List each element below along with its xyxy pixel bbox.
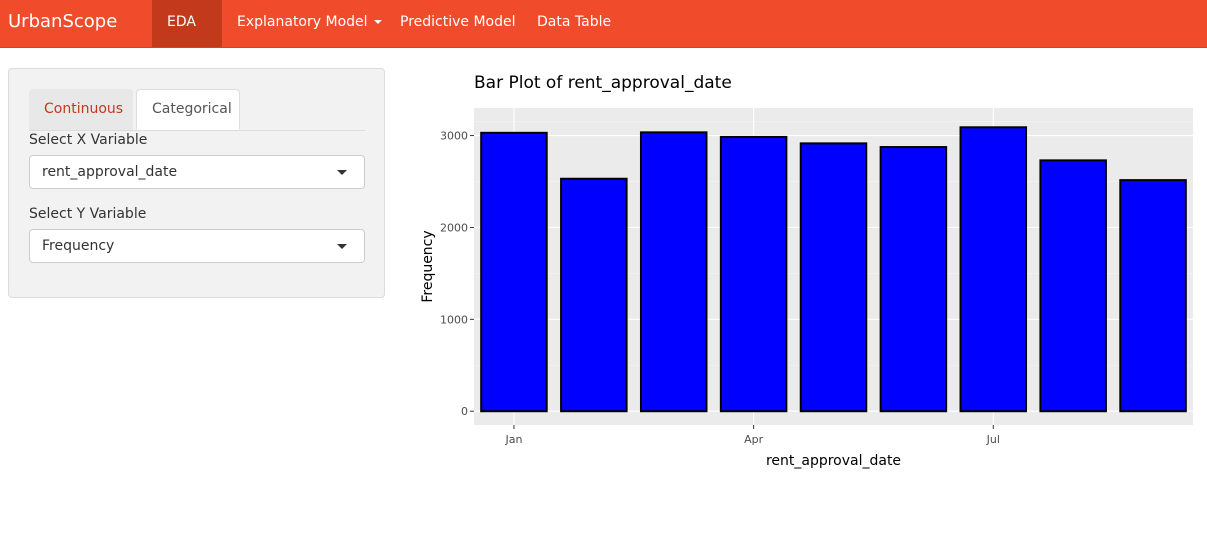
- bar: [639, 131, 708, 413]
- bar: [959, 126, 1028, 413]
- navbar: UrbanScope EDA Explanatory Model Predict…: [0, 0, 1207, 68]
- bar: [480, 131, 548, 413]
- nav-data-table[interactable]: Data Table: [522, 0, 626, 47]
- caret-down-icon: [373, 20, 382, 24]
- x-variable-select[interactable]: rent_approval_date: [29, 155, 365, 189]
- x-tick-label: Apr: [744, 433, 764, 446]
- x-variable-value: rent_approval_date: [42, 164, 178, 180]
- nav-data-table-label: Data Table: [537, 14, 612, 30]
- brand-title[interactable]: UrbanScope: [8, 11, 118, 32]
- x-variable-label: Select X Variable: [29, 132, 148, 148]
- tab-categorical[interactable]: Categorical: [136, 89, 240, 130]
- bars: [480, 126, 1187, 413]
- nav-explanatory-model-dropdown[interactable]: Explanatory Model: [222, 0, 397, 47]
- nav-predictive-model-label: Predictive Model: [400, 14, 516, 30]
- y-tick-label: 2000: [440, 221, 468, 234]
- chevron-down-icon: [337, 170, 347, 175]
- y-variable-value: Frequency: [42, 238, 115, 254]
- y-tick-label: 0: [461, 405, 468, 418]
- y-tick-label: 3000: [440, 130, 468, 143]
- bar: [1119, 179, 1187, 413]
- x-tick-label: Jan: [504, 433, 522, 446]
- sidebar-panel: Continuous Categorical Select X Variable…: [8, 68, 385, 298]
- y-axis-label: Frequency: [420, 230, 436, 302]
- nav-explanatory-model-label: Explanatory Model: [237, 14, 368, 30]
- bar: [560, 177, 628, 413]
- nav-eda-dropdown[interactable]: EDA: [152, 0, 222, 68]
- bar: [1039, 159, 1107, 413]
- x-tick-label: Jul: [986, 433, 1000, 446]
- nav-eda-label: EDA: [167, 14, 196, 30]
- chevron-down-icon: [337, 244, 347, 249]
- y-variable-label: Select Y Variable: [29, 206, 147, 222]
- caret-down-icon: [173, 64, 181, 68]
- nav-predictive-model[interactable]: Predictive Model: [385, 0, 531, 47]
- y-variable-select[interactable]: Frequency: [29, 229, 365, 263]
- x-axis-label: rent_approval_date: [766, 453, 901, 469]
- y-axis: 0 1000 2000 3000: [440, 130, 474, 418]
- bar: [719, 135, 788, 413]
- x-axis: Jan Apr Jul: [504, 425, 1000, 446]
- bar: [879, 146, 948, 413]
- chart-title: Bar Plot of rent_approval_date: [474, 73, 732, 93]
- bar-chart: Bar Plot of rent_approval_date 0 1000 2000…: [420, 73, 1193, 469]
- y-tick-label: 1000: [440, 313, 468, 326]
- variable-type-tabs: Continuous Categorical: [29, 89, 365, 131]
- tab-continuous[interactable]: Continuous: [29, 89, 133, 130]
- bar: [799, 142, 868, 413]
